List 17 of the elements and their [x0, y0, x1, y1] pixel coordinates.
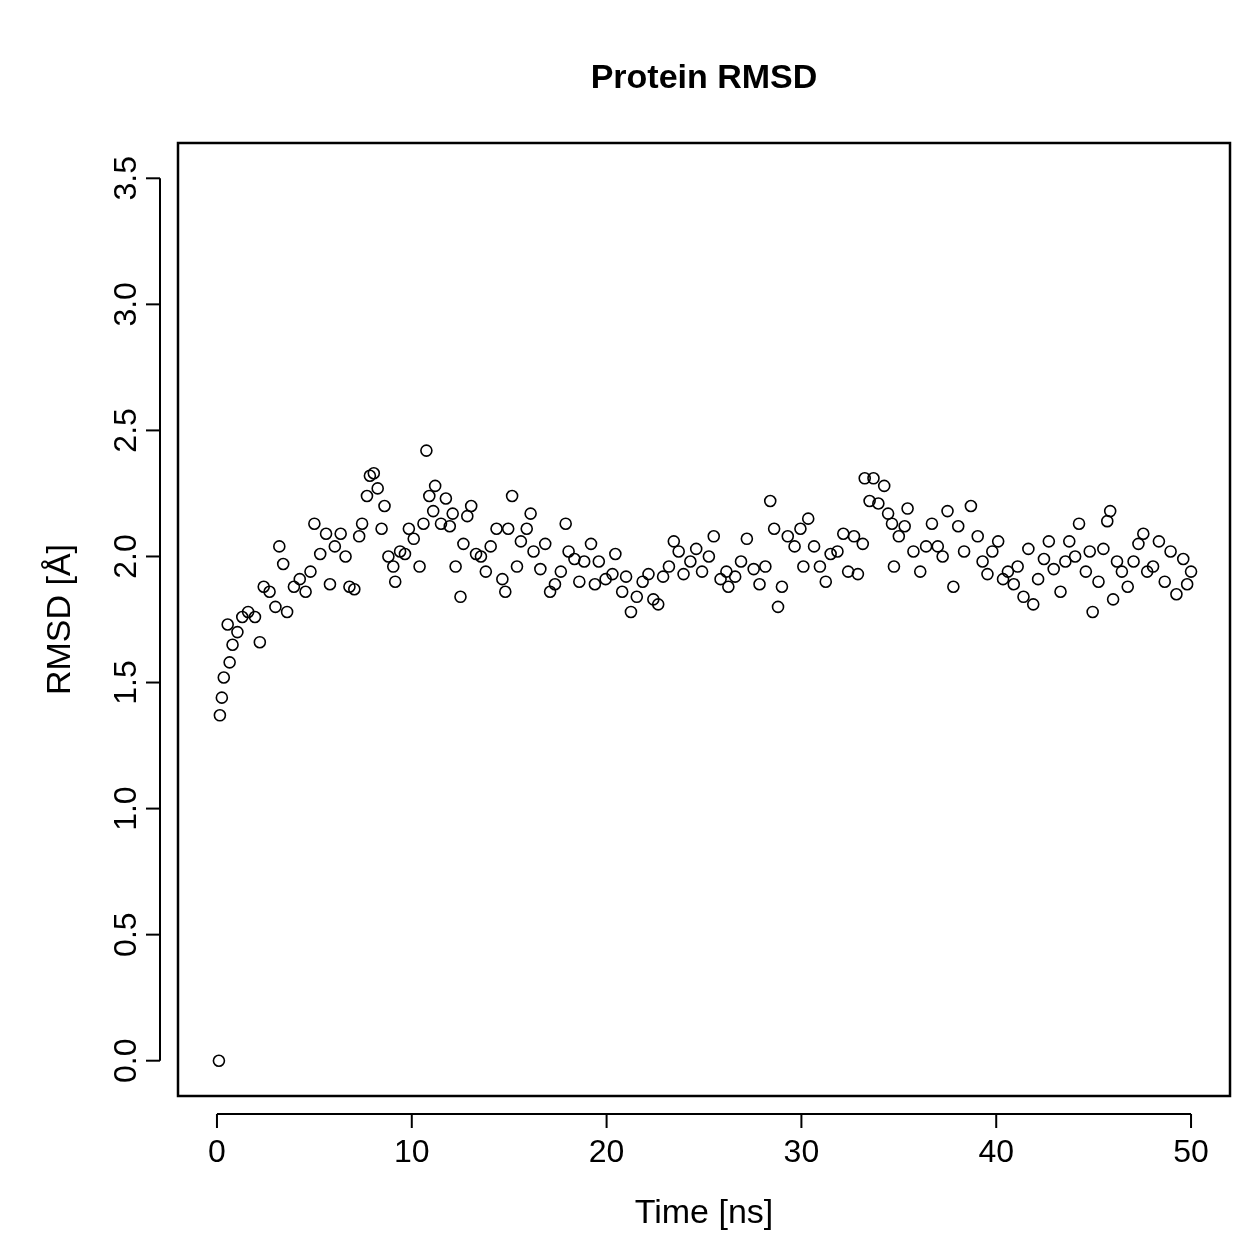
x-tick-label: 30 — [783, 1133, 820, 1169]
x-tick-label: 0 — [208, 1133, 226, 1169]
y-tick-label: 2.5 — [107, 408, 143, 453]
y-tick-label: 2.0 — [107, 534, 143, 579]
x-tick-label: 40 — [978, 1133, 1015, 1169]
y-tick-label: 3.5 — [107, 156, 143, 201]
y-tick-label: 1.0 — [107, 786, 143, 831]
y-tick-label: 0.0 — [107, 1038, 143, 1083]
x-tick-label: 20 — [588, 1133, 625, 1169]
y-tick-label: 1.5 — [107, 660, 143, 705]
y-axis-title: RMSD [Å] — [39, 543, 77, 696]
x-axis-title: Time [ns] — [634, 1192, 774, 1230]
y-tick-label: 0.5 — [107, 912, 143, 957]
chart-title: Protein RMSD — [590, 57, 818, 95]
x-tick-label: 10 — [393, 1133, 430, 1169]
y-tick-label: 3.0 — [107, 282, 143, 327]
x-tick-label: 50 — [1173, 1133, 1209, 1169]
